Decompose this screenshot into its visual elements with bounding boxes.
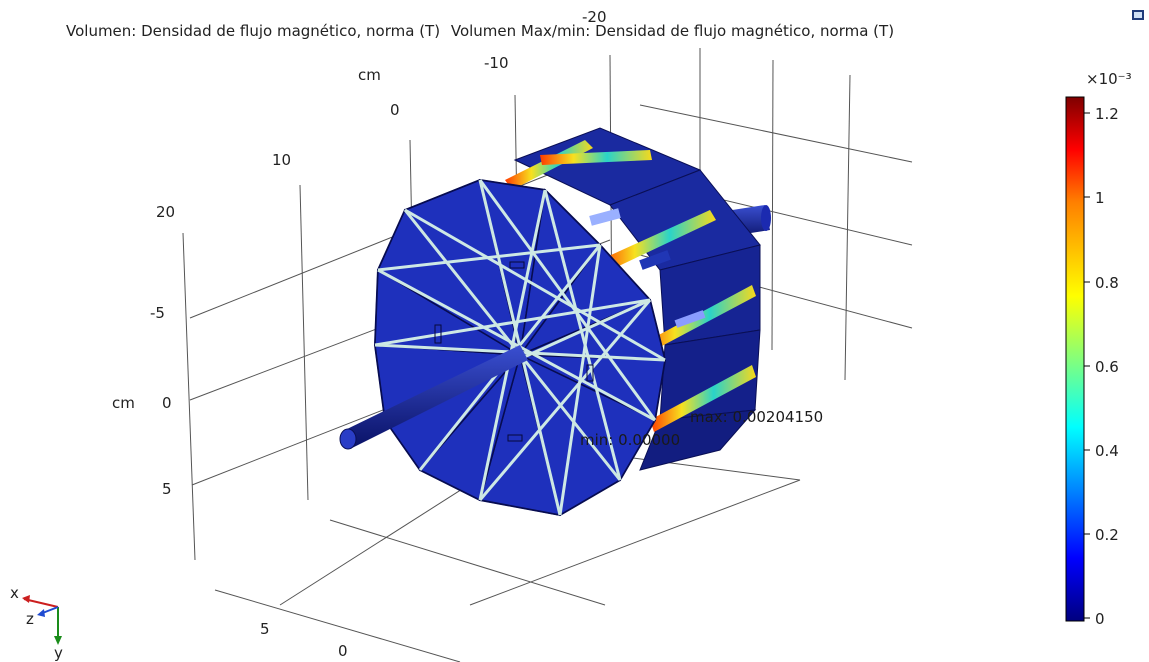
y-tick-label: 0 — [162, 394, 172, 412]
triad-y-label: y — [54, 644, 63, 662]
z-axis-ticks: 5 0 — [260, 620, 348, 660]
x-axis-unit: cm — [358, 66, 381, 84]
colorbar-tick: 1.2 — [1095, 105, 1119, 123]
min-annotation: min: 0.00000 — [580, 431, 680, 449]
x-tick-label: 10 — [272, 151, 291, 169]
z-tick-label: 0 — [338, 642, 348, 660]
y-axis-ticks: -5 0 5 cm — [112, 304, 172, 498]
x-tick-label: 0 — [390, 101, 400, 119]
colorbar-tick: 0.6 — [1095, 358, 1119, 376]
triad-z-label: z — [26, 610, 34, 628]
plot-title: Volumen: Densidad de flujo magnético, no… — [66, 22, 900, 40]
x-tick-label: -20 — [582, 8, 607, 26]
x-tick-label: -10 — [484, 54, 509, 72]
colorbar-tick: 0.4 — [1095, 442, 1119, 460]
y-tick-label: -5 — [150, 304, 165, 322]
triad-x-label: x — [10, 584, 19, 602]
colorbar-multiplier: ×10⁻³ — [1086, 70, 1132, 88]
colorbar-tick: 0.8 — [1095, 274, 1119, 292]
colorbar-tick: 0.2 — [1095, 526, 1119, 544]
x-axis-ticks: -20 -10 0 10 20 cm — [156, 8, 607, 221]
z-tick-label: 5 — [260, 620, 270, 638]
motor-model — [339, 127, 771, 517]
plot-title-left: Volumen: Densidad de flujo magnético, no… — [66, 22, 441, 40]
colorbar-tick: 1 — [1095, 189, 1105, 207]
y-axis-unit: cm — [112, 394, 135, 412]
max-annotation: max: 0.00204150 — [690, 408, 823, 426]
x-tick-label: 20 — [156, 203, 175, 221]
export-icon[interactable] — [1132, 10, 1144, 20]
colorbar-tick: 0 — [1095, 610, 1105, 628]
plot-title-right: Volumen Max/min: Densidad de flujo magné… — [450, 22, 895, 40]
y-tick-label: 5 — [162, 480, 172, 498]
colorbar: ×10⁻³ 1.2 1 0.8 0.6 0.4 0.2 0 — [1065, 70, 1132, 628]
orientation-triad: x z y — [10, 584, 63, 662]
